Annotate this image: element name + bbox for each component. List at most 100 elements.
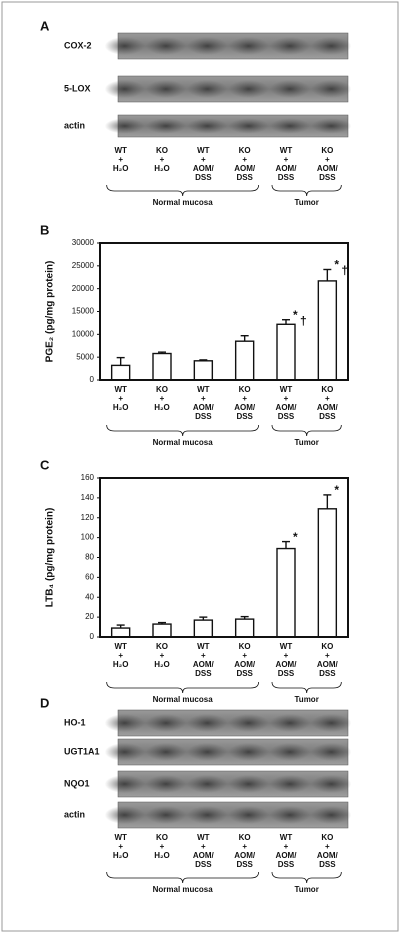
blot-band (187, 742, 228, 762)
lane-label: H₂O (113, 660, 129, 669)
y-tick-label: 40 (85, 592, 94, 601)
blot-band (270, 36, 310, 56)
lane-label: WT (114, 642, 127, 651)
blot-band (146, 774, 186, 794)
blot-band (228, 742, 269, 762)
lane-label: DSS (319, 412, 336, 421)
lane-label: AOM/ (317, 851, 339, 860)
lane-label: WT (197, 385, 210, 394)
bar (276, 323, 296, 381)
lane-label: + (201, 651, 206, 660)
lane-label: + (284, 155, 289, 164)
plot-frame (99, 242, 349, 381)
group-label: Tumor (295, 438, 319, 447)
lane-label: AOM/ (276, 164, 298, 173)
group-brace (106, 424, 260, 437)
bar (276, 547, 296, 638)
lane-label: WT (197, 146, 210, 155)
lane-label: DSS (236, 412, 253, 421)
lane-label: H₂O (113, 851, 129, 860)
lane-label: + (201, 842, 206, 851)
blot-band (311, 118, 352, 134)
blot-band (228, 118, 269, 134)
blot-label: HO-1 (64, 717, 86, 727)
bar (317, 508, 338, 638)
blot-band (311, 774, 352, 794)
group-label: Tumor (295, 695, 319, 704)
lane-label: KO (156, 146, 168, 155)
lane-label: + (325, 394, 330, 403)
bar (152, 352, 172, 381)
y-tick-label: 5000 (76, 352, 94, 361)
significance-marker: * (334, 483, 339, 497)
lane-label: + (160, 394, 165, 403)
lane-label: DSS (236, 860, 253, 869)
lane-label: AOM/ (193, 660, 215, 669)
lane-label: + (284, 394, 289, 403)
blot-band (311, 805, 352, 825)
y-axis-label: LTB₄ (pg/mg protein) (45, 508, 56, 608)
y-tick-label: 0 (90, 375, 95, 384)
lane-label: H₂O (154, 660, 170, 669)
lane-label: KO (321, 385, 333, 394)
blot-band (104, 805, 145, 825)
panel-letter: D (40, 695, 49, 710)
blot-band (311, 713, 352, 733)
lane-label: KO (156, 642, 168, 651)
lane-label: AOM/ (234, 851, 256, 860)
plot-frame (99, 477, 349, 638)
lane-label: DSS (278, 669, 295, 678)
lane-label: DSS (278, 412, 295, 421)
lane-label: DSS (195, 412, 212, 421)
lane-label: AOM/ (193, 403, 215, 412)
lane-label: DSS (195, 173, 212, 182)
blot-band (187, 774, 228, 794)
lane-label: WT (114, 146, 127, 155)
blot-label: NQO1 (64, 778, 90, 788)
blot-band (104, 713, 145, 733)
lane-label: H₂O (154, 851, 170, 860)
bar (234, 618, 255, 638)
lane-label: + (325, 842, 330, 851)
lane-label: H₂O (113, 403, 129, 412)
lane-label: + (325, 651, 330, 660)
lane-label: + (118, 651, 123, 660)
lane-label: + (242, 155, 247, 164)
lane-label: + (284, 651, 289, 660)
blot-band (228, 79, 269, 99)
lane-label: KO (321, 833, 333, 842)
blot-band (104, 118, 145, 134)
group-label: Normal mucosa (153, 695, 214, 704)
significance-marker: * (293, 308, 298, 322)
y-tick-label: 25000 (72, 261, 95, 270)
lane-label: + (242, 651, 247, 660)
group-brace (271, 871, 342, 884)
group-label: Tumor (295, 198, 319, 207)
blot-band (270, 713, 310, 733)
blot-band (270, 742, 310, 762)
lane-label: + (160, 651, 165, 660)
lane-label: + (201, 155, 206, 164)
y-tick-label: 160 (81, 473, 95, 482)
lane-label: + (118, 155, 123, 164)
bar (152, 623, 172, 638)
y-tick-label: 20 (85, 612, 94, 621)
lane-label: DSS (278, 860, 295, 869)
blot-band (104, 774, 145, 794)
blot-band (146, 79, 186, 99)
bar (193, 619, 214, 638)
lane-label: DSS (195, 669, 212, 678)
blot-band (228, 805, 269, 825)
blot-band (228, 713, 269, 733)
group-brace (271, 424, 342, 437)
y-tick-label: 20000 (72, 284, 95, 293)
group-label: Tumor (295, 885, 319, 894)
y-tick-label: 100 (81, 533, 95, 542)
panel-letter: A (40, 18, 50, 33)
lane-label: AOM/ (234, 164, 256, 173)
blot-band (187, 805, 228, 825)
lane-label: + (160, 155, 165, 164)
lane-label: H₂O (113, 164, 129, 173)
blot-band (146, 36, 186, 56)
blot-band (146, 742, 186, 762)
